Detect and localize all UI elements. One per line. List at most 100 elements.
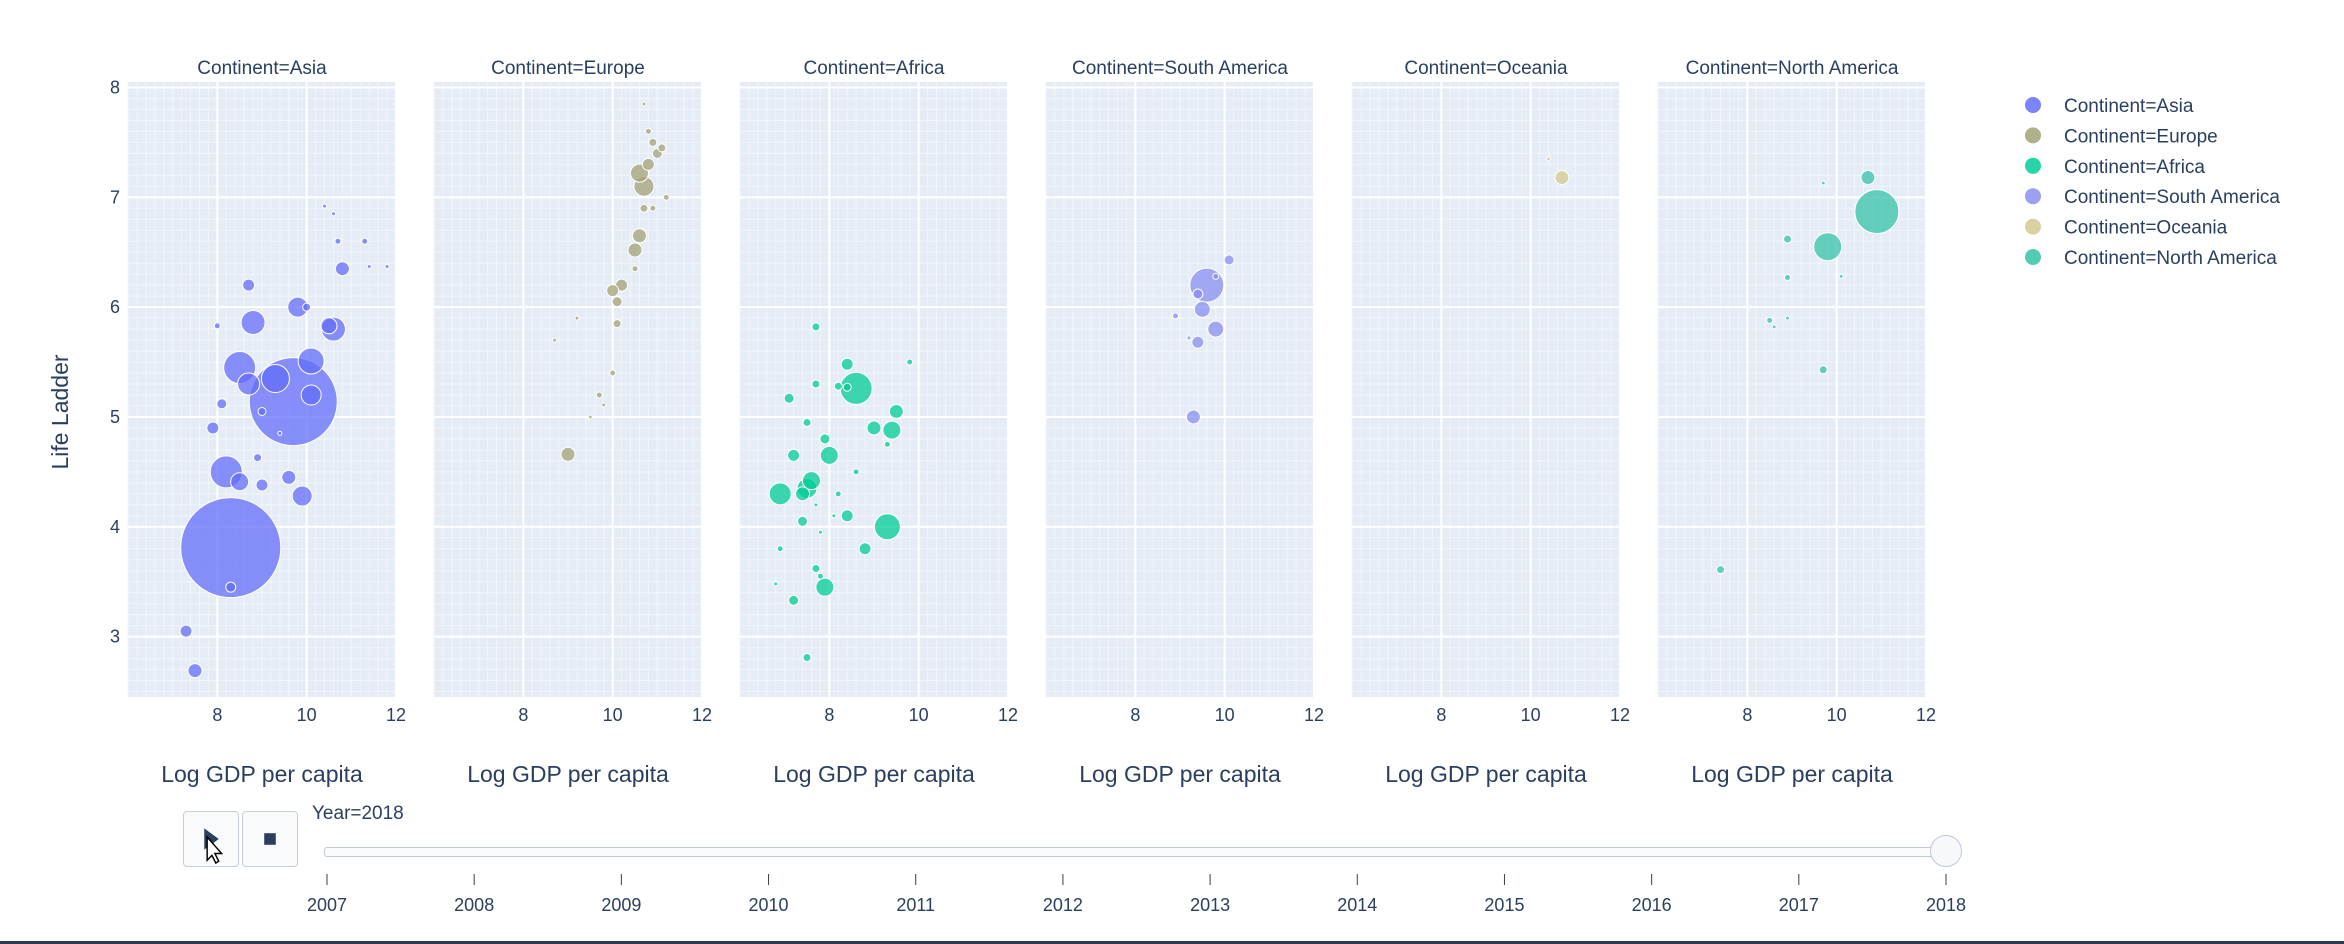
data-point[interactable] — [384, 264, 390, 269]
data-point[interactable] — [1192, 288, 1204, 300]
play-button[interactable] — [183, 811, 239, 867]
data-point[interactable] — [366, 264, 372, 269]
data-point[interactable] — [1185, 409, 1201, 425]
data-point[interactable] — [574, 315, 580, 321]
data-point[interactable] — [639, 203, 649, 213]
data-point[interactable] — [291, 485, 313, 507]
data-point[interactable] — [648, 137, 658, 147]
data-point[interactable] — [330, 211, 336, 217]
data-point[interactable] — [1207, 320, 1225, 338]
data-point[interactable] — [334, 237, 342, 245]
data-point[interactable] — [906, 358, 914, 366]
data-point[interactable] — [819, 433, 831, 445]
data-point[interactable] — [1854, 189, 1900, 235]
data-point[interactable] — [1820, 180, 1826, 186]
data-point[interactable] — [595, 391, 603, 399]
data-point[interactable] — [801, 471, 821, 491]
legend-item[interactable]: Continent=Oceania — [2025, 218, 2228, 239]
data-point[interactable] — [802, 652, 812, 662]
data-point[interactable] — [257, 406, 267, 416]
data-point[interactable] — [641, 101, 647, 107]
data-point[interactable] — [1784, 273, 1792, 281]
data-point[interactable] — [1193, 300, 1211, 318]
data-point[interactable] — [255, 478, 269, 492]
data-point[interactable] — [1554, 170, 1570, 186]
data-point[interactable] — [768, 482, 792, 506]
data-point[interactable] — [609, 369, 617, 377]
data-point[interactable] — [281, 469, 297, 485]
data-point[interactable] — [883, 440, 891, 448]
legend-item[interactable]: Continent=Asia — [2025, 96, 2194, 117]
data-point[interactable] — [248, 357, 338, 447]
stop-button[interactable] — [242, 811, 298, 867]
data-point[interactable] — [587, 414, 593, 420]
data-point[interactable] — [787, 448, 801, 462]
data-point[interactable] — [606, 284, 620, 298]
data-point[interactable] — [297, 347, 325, 375]
data-point[interactable] — [817, 529, 823, 535]
data-point[interactable] — [882, 420, 902, 440]
data-point[interactable] — [627, 242, 643, 258]
data-point[interactable] — [242, 278, 256, 292]
data-point[interactable] — [1838, 273, 1844, 279]
data-point[interactable] — [361, 237, 369, 245]
data-point[interactable] — [179, 624, 193, 638]
data-point[interactable] — [1212, 272, 1220, 280]
data-point[interactable] — [833, 381, 843, 391]
data-point[interactable] — [641, 157, 655, 171]
data-point[interactable] — [260, 364, 290, 394]
data-point[interactable] — [1191, 335, 1205, 349]
data-point[interactable] — [797, 515, 809, 527]
data-point[interactable] — [888, 403, 904, 419]
data-point[interactable] — [802, 417, 812, 427]
legend-item[interactable]: Continent=North America — [2025, 248, 2277, 269]
data-point[interactable] — [816, 572, 824, 580]
data-point[interactable] — [225, 581, 237, 593]
data-point[interactable] — [644, 127, 652, 135]
year-slider-rail[interactable] — [324, 847, 1948, 857]
data-point[interactable] — [1783, 234, 1793, 244]
data-point[interactable] — [560, 446, 576, 462]
data-point[interactable] — [253, 453, 263, 463]
data-point[interactable] — [795, 486, 811, 502]
data-point[interactable] — [187, 663, 203, 679]
data-point[interactable] — [631, 265, 639, 273]
data-point[interactable] — [1716, 565, 1726, 575]
data-point[interactable] — [334, 261, 350, 277]
data-point[interactable] — [1223, 254, 1235, 266]
data-point[interactable] — [834, 490, 842, 498]
data-point[interactable] — [1771, 324, 1777, 330]
year-slider-handle[interactable] — [1930, 835, 1962, 867]
data-point[interactable] — [180, 497, 282, 599]
data-point[interactable] — [1546, 156, 1552, 162]
data-point[interactable] — [277, 430, 283, 436]
data-point[interactable] — [831, 513, 837, 519]
data-point[interactable] — [662, 193, 670, 201]
data-point[interactable] — [813, 502, 819, 508]
data-point[interactable] — [216, 398, 228, 410]
data-point[interactable] — [858, 542, 872, 556]
data-point[interactable] — [1818, 365, 1828, 375]
data-point[interactable] — [612, 319, 622, 329]
legend-item[interactable]: Continent=Africa — [2025, 157, 2205, 178]
data-point[interactable] — [776, 545, 784, 553]
data-point[interactable] — [1813, 232, 1843, 262]
data-point[interactable] — [631, 228, 647, 244]
data-point[interactable] — [240, 310, 266, 336]
data-point[interactable] — [866, 420, 882, 436]
data-point[interactable] — [873, 513, 901, 541]
legend[interactable]: Continent=Asia Continent=Europe Continent=… — [2025, 96, 2280, 269]
data-point[interactable] — [819, 445, 839, 465]
data-point[interactable] — [840, 357, 854, 371]
data-point[interactable] — [237, 372, 261, 396]
data-point[interactable] — [773, 581, 779, 587]
data-point[interactable] — [842, 382, 852, 392]
data-point[interactable] — [811, 379, 821, 389]
data-point[interactable] — [206, 421, 220, 435]
data-point[interactable] — [552, 337, 558, 343]
data-point[interactable] — [1172, 312, 1180, 320]
legend-item[interactable]: Continent=South America — [2025, 187, 2280, 208]
data-point[interactable] — [783, 392, 795, 404]
data-point[interactable] — [300, 384, 322, 406]
data-point[interactable] — [611, 296, 623, 308]
